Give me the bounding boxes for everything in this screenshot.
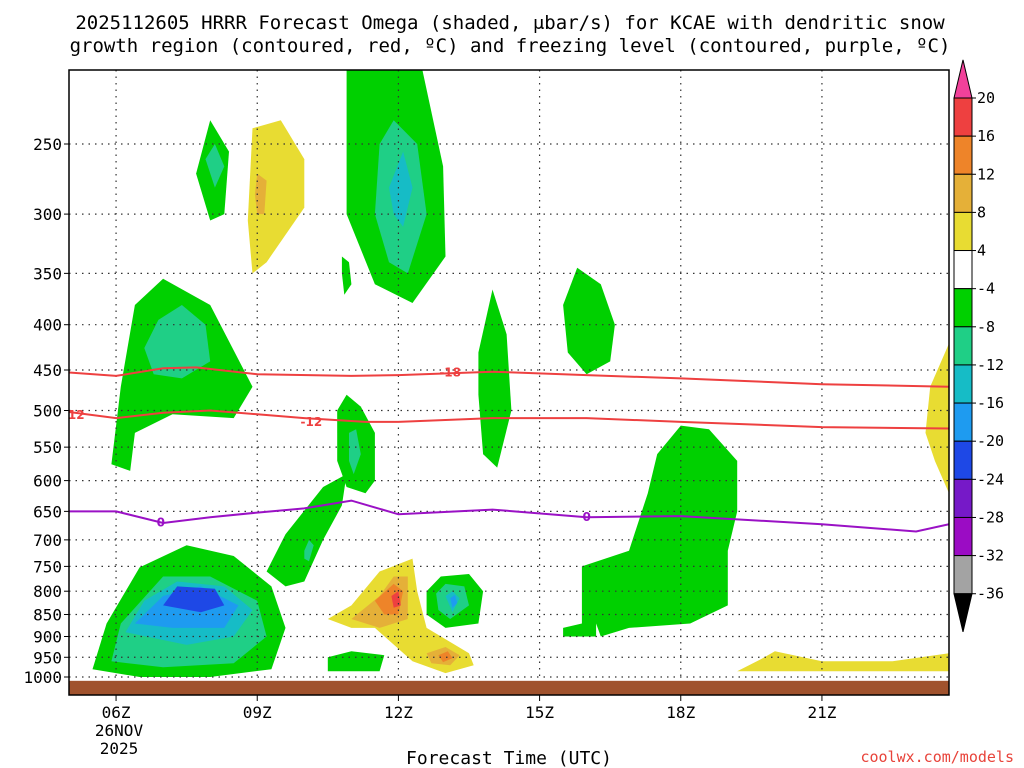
y-tick-label-900: 900 (33, 627, 62, 646)
omega-region-14 (341, 256, 352, 295)
y-tick-label-1000: 1000 (23, 668, 62, 687)
y-tick-label-700: 700 (33, 531, 62, 550)
x-date-label-day: 26NOV (95, 721, 144, 740)
contour-label-3: 0 (157, 515, 165, 529)
x-date-label-year: 2025 (100, 739, 139, 758)
colorbar-box-7 (953, 326, 973, 366)
y-tick-label-550: 550 (33, 438, 62, 457)
colorbar-box-6 (953, 288, 973, 328)
omega-shaded-layer (92, 70, 949, 677)
ground-strip (69, 680, 949, 695)
y-tick-label-350: 350 (33, 264, 62, 283)
chart-title-line-2: growth region (contoured, red, ºC) and f… (70, 35, 951, 57)
x-axis-label: Forecast Time (UTC) (406, 748, 612, 768)
colorbar-box-5 (953, 250, 973, 290)
colorbar-arrow-top (953, 59, 973, 99)
y-tick-label-500: 500 (33, 402, 62, 421)
x-tick-label-09Z: 09Z (243, 703, 272, 722)
omega-region-30 (478, 289, 512, 468)
y-tick-label-950: 950 (33, 648, 62, 667)
x-axis-ticks: 06Z 09Z 12Z 15Z 18Z 21Z (102, 695, 837, 722)
contour-0-2 (69, 499, 949, 533)
colorbar-arrow-bottom (953, 593, 973, 632)
x-tick-label-06Z: 06Z (102, 703, 131, 722)
omega-region-24 (438, 651, 453, 663)
contour-layer: -12 -12 -18 0 0 (63, 366, 949, 533)
colorbar-box-11 (953, 478, 973, 518)
contour-label-2: -18 (439, 366, 461, 380)
omega-region-28 (450, 595, 458, 608)
omega-region-16 (304, 539, 314, 562)
contour-minus18-0 (69, 366, 949, 388)
grid-lines (69, 70, 949, 695)
y-tick-label-850: 850 (33, 606, 62, 625)
colorbar-tick-label-8: -16 (977, 394, 1004, 412)
chart-title: 2025112605 HRRR Forecast Omega (shaded, … (70, 12, 951, 57)
colorbar: 20 16 12 8 4 -4 -8 -12 -16 -20 -24 -28 -32 -36 (953, 59, 1004, 632)
colorbar-box-10 (953, 440, 973, 480)
y-tick-label-250: 250 (33, 135, 62, 154)
colorbar-box-8 (953, 364, 973, 404)
y-tick-label-750: 750 (33, 557, 62, 576)
colorbar-tick-label-12: -32 (977, 547, 1004, 565)
colorbar-tick-label-0: 20 (977, 89, 995, 107)
omega-region-31 (563, 267, 615, 375)
colorbar-box-2 (953, 135, 973, 175)
chart-title-line-1: 2025112605 HRRR Forecast Omega (shaded, … (75, 12, 945, 34)
omega-region-18 (349, 429, 361, 475)
omega-region-13 (389, 151, 413, 227)
colorbar-box-9 (953, 402, 973, 442)
contour-label-1: -12 (301, 415, 323, 429)
colorbar-box-12 (953, 516, 973, 557)
y-axis-ticks: 250 300 350 400 450 500 550 600 650 700 750 800 850 9… (23, 135, 69, 687)
omega-region-6 (144, 305, 211, 379)
y-tick-label-650: 650 (33, 502, 62, 521)
x-tick-label-15Z: 15Z (525, 703, 554, 722)
colorbar-tick-label-1: 16 (977, 127, 995, 145)
colorbar-tick-label-7: -12 (977, 356, 1004, 374)
colorbar-box-1 (953, 97, 973, 137)
x-tick-label-12Z: 12Z (384, 703, 413, 722)
x-tick-label-21Z: 21Z (807, 703, 836, 722)
omega-region-10 (254, 173, 267, 215)
colorbar-box-4 (953, 211, 973, 252)
colorbar-tick-label-10: -24 (977, 470, 1004, 488)
omega-region-4 (163, 586, 225, 613)
colorbar-tick-label-2: 12 (977, 165, 995, 183)
colorbar-tick-label-3: 8 (977, 203, 986, 221)
contour-minus12-1 (69, 409, 949, 430)
colorbar-tick-label-13: -36 (977, 585, 1004, 603)
omega-region-32 (563, 425, 738, 637)
colorbar-box-13 (953, 555, 973, 595)
omega-region-9 (247, 120, 305, 274)
x-tick-label-18Z: 18Z (666, 703, 695, 722)
colorbar-tick-label-5: -4 (977, 280, 995, 298)
plot-frame (68, 69, 950, 696)
y-tick-label-600: 600 (33, 472, 62, 491)
colorbar-tick-label-9: -20 (977, 432, 1004, 450)
ground-layer (69, 680, 949, 695)
contour-label-4: 0 (582, 510, 590, 524)
colorbar-tick-label-6: -8 (977, 318, 995, 336)
contour-label-0: -12 (63, 408, 85, 422)
omega-region-34 (737, 651, 949, 672)
omega-region-15 (266, 474, 347, 587)
credit-text: coolwx.com/models (860, 748, 1014, 766)
omega-region-29 (327, 651, 385, 672)
omega-region-8 (205, 144, 225, 188)
colorbar-tick-label-11: -28 (977, 508, 1004, 526)
y-tick-label-800: 800 (33, 582, 62, 601)
omega-region-33 (925, 343, 949, 494)
y-tick-label-400: 400 (33, 316, 62, 335)
colorbar-box-3 (953, 173, 973, 213)
colorbar-tick-label-4: 4 (977, 242, 986, 260)
y-tick-label-300: 300 (33, 205, 62, 224)
y-tick-label-450: 450 (33, 361, 62, 380)
